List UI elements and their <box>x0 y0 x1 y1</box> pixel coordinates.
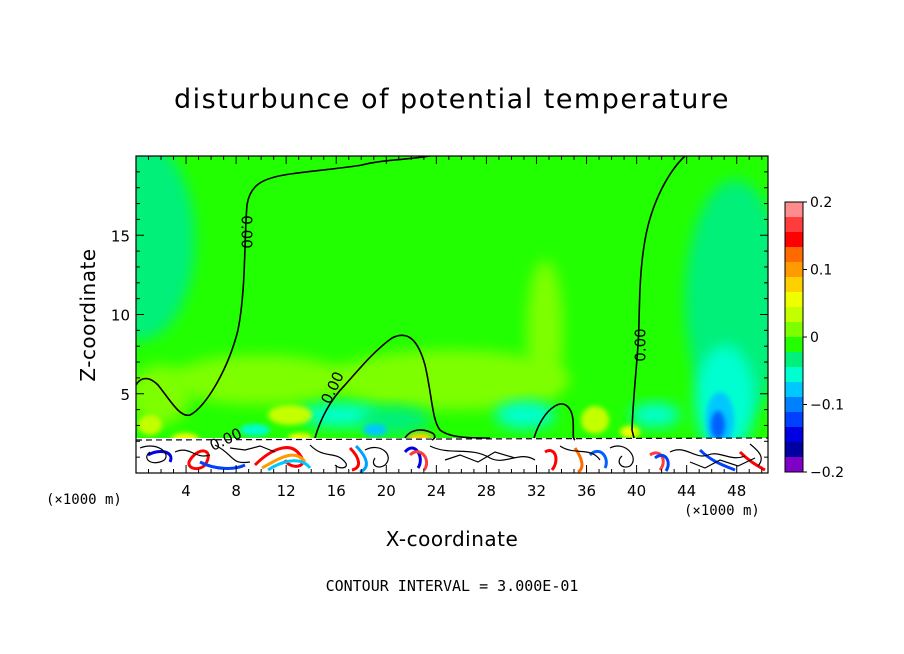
colorbar-segment <box>785 397 803 413</box>
contour-label-1: 0.00 <box>238 215 256 248</box>
x-tick-label: 44 <box>677 482 696 500</box>
x-axis: 4 8 12 16 20 24 28 32 36 40 44 48 <box>148 156 763 500</box>
y-axis: 5 10 15 <box>111 171 768 458</box>
x-tick-label: 24 <box>427 482 446 500</box>
x-tick-label: 12 <box>277 482 296 500</box>
x-tick-label: 16 <box>327 482 346 500</box>
x-tick-label: 4 <box>181 482 191 500</box>
x-tick-label: 40 <box>627 482 646 500</box>
x-axis-label: X-coordinate <box>385 527 519 551</box>
heatmap-field <box>136 156 768 473</box>
colorbar-segment <box>785 307 803 323</box>
colorbar-segment <box>785 202 803 218</box>
y-tick-label: 5 <box>120 386 130 404</box>
colorbar: 0.2 0.1 0 −0.1 −0.2 <box>784 195 844 481</box>
x-tick-label: 28 <box>477 482 496 500</box>
colorbar-segment <box>785 352 803 368</box>
y-axis-label: Z-coordinate <box>76 248 100 382</box>
x-unit-left: (×1000 m) <box>46 492 122 508</box>
x-tick-label: 8 <box>231 482 241 500</box>
colorbar-segment <box>785 292 803 308</box>
colorbar-segment <box>785 322 803 338</box>
colorbar-segment <box>785 427 803 443</box>
colorbar-segment <box>785 367 803 383</box>
colorbar-segment <box>785 247 803 263</box>
x-tick-label: 48 <box>727 482 746 500</box>
x-tick-label: 20 <box>377 482 396 500</box>
colorbar-segment <box>785 262 803 278</box>
x-tick-label: 36 <box>577 482 596 500</box>
y-tick-label: 10 <box>111 307 130 325</box>
x-unit-right: (×1000 m) <box>684 503 760 519</box>
colorbar-segment <box>785 277 803 293</box>
colorbar-segment <box>785 337 803 353</box>
y-tick-label: 15 <box>111 227 130 245</box>
x-tick-label: 32 <box>527 482 546 500</box>
colorbar-segment <box>785 442 803 458</box>
colorbar-tick-label: 0.2 <box>810 195 832 211</box>
colorbar-segment <box>785 412 803 428</box>
contour-interval: CONTOUR INTERVAL = 3.000E-01 <box>325 577 579 595</box>
colorbar-tick-label: −0.2 <box>810 465 844 481</box>
colorbar-segment <box>785 382 803 398</box>
colorbar-segment <box>785 457 803 473</box>
colorbar-tick-label: −0.1 <box>810 398 844 414</box>
colorbar-tick-label: 0.1 <box>810 263 832 279</box>
colorbar-segment <box>785 217 803 233</box>
colorbar-segment <box>785 232 803 248</box>
chart-title: disturbunce of potential temperature <box>174 84 730 115</box>
colorbar-tick-label: 0 <box>810 330 819 346</box>
contour-lines <box>136 156 686 441</box>
contour-label-3: 0.00 <box>632 328 650 361</box>
